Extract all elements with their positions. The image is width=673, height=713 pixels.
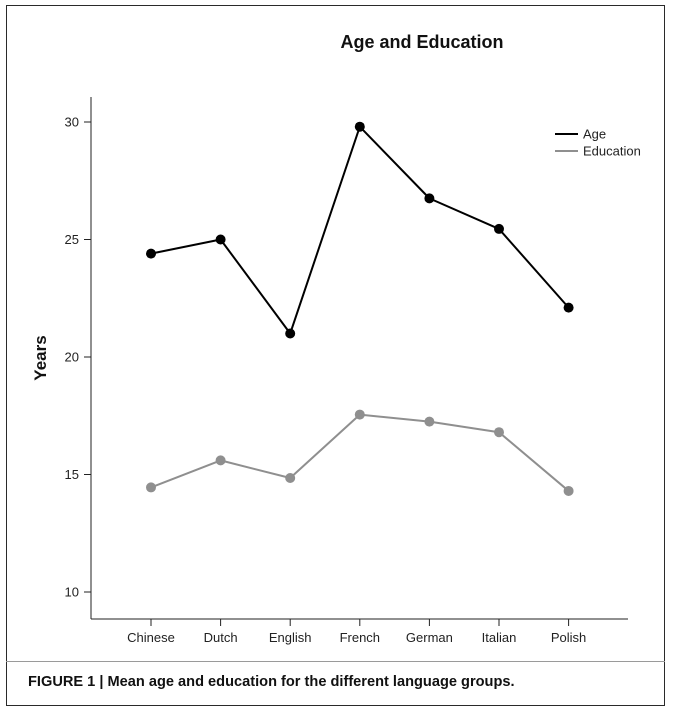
education-point [215, 455, 226, 466]
age-line [150, 125, 570, 335]
age-point [494, 223, 504, 234]
series-education [146, 409, 574, 496]
age-point [563, 302, 574, 313]
legend: Age Education [555, 127, 641, 159]
x-axis: Chinese Dutch English French German Italian Po… [91, 618, 628, 645]
education-point [563, 485, 574, 496]
x-tick-label: Chinese [127, 630, 175, 645]
x-tick-label: Italian [482, 630, 517, 645]
x-tick-label: English [269, 630, 312, 645]
x-tick-label: Dutch [204, 630, 238, 645]
legend-label-education: Education [583, 144, 641, 159]
age-point [146, 248, 156, 259]
x-tick-label: Polish [551, 630, 586, 645]
education-line [150, 413, 570, 492]
x-tick-label: German [406, 630, 453, 645]
y-axis: 10 15 20 25 30 [65, 97, 92, 619]
education-point [354, 409, 365, 420]
series-layer [146, 121, 574, 496]
age-point [424, 193, 435, 204]
education-point [285, 473, 296, 484]
figure-frame [6, 5, 665, 706]
y-ticks: 10 15 20 25 30 [65, 115, 91, 600]
y-tick-label: 20 [65, 350, 79, 365]
age-point [354, 121, 365, 132]
x-tick-label: French [340, 630, 380, 645]
y-tick-label: 30 [65, 115, 79, 130]
y-tick-label: 25 [65, 232, 79, 247]
education-point [494, 427, 504, 438]
y-tick-label: 15 [65, 467, 79, 482]
chart-title: Age and Education [340, 32, 503, 52]
education-point [424, 416, 435, 427]
y-axis-label: Years [31, 335, 50, 380]
caption-divider [6, 661, 665, 662]
legend-label-age: Age [583, 127, 606, 142]
line-chart: Age and Education 10 15 20 25 30 Chinese Dutc… [31, 32, 641, 645]
education-point [146, 482, 156, 493]
series-age [146, 121, 574, 339]
figure-caption: FIGURE 1 | Mean age and education for th… [28, 674, 515, 690]
x-ticks: Chinese Dutch English French German Italian Po… [127, 619, 586, 645]
y-tick-label: 10 [65, 585, 79, 600]
age-point [215, 234, 226, 245]
age-point [285, 328, 296, 339]
